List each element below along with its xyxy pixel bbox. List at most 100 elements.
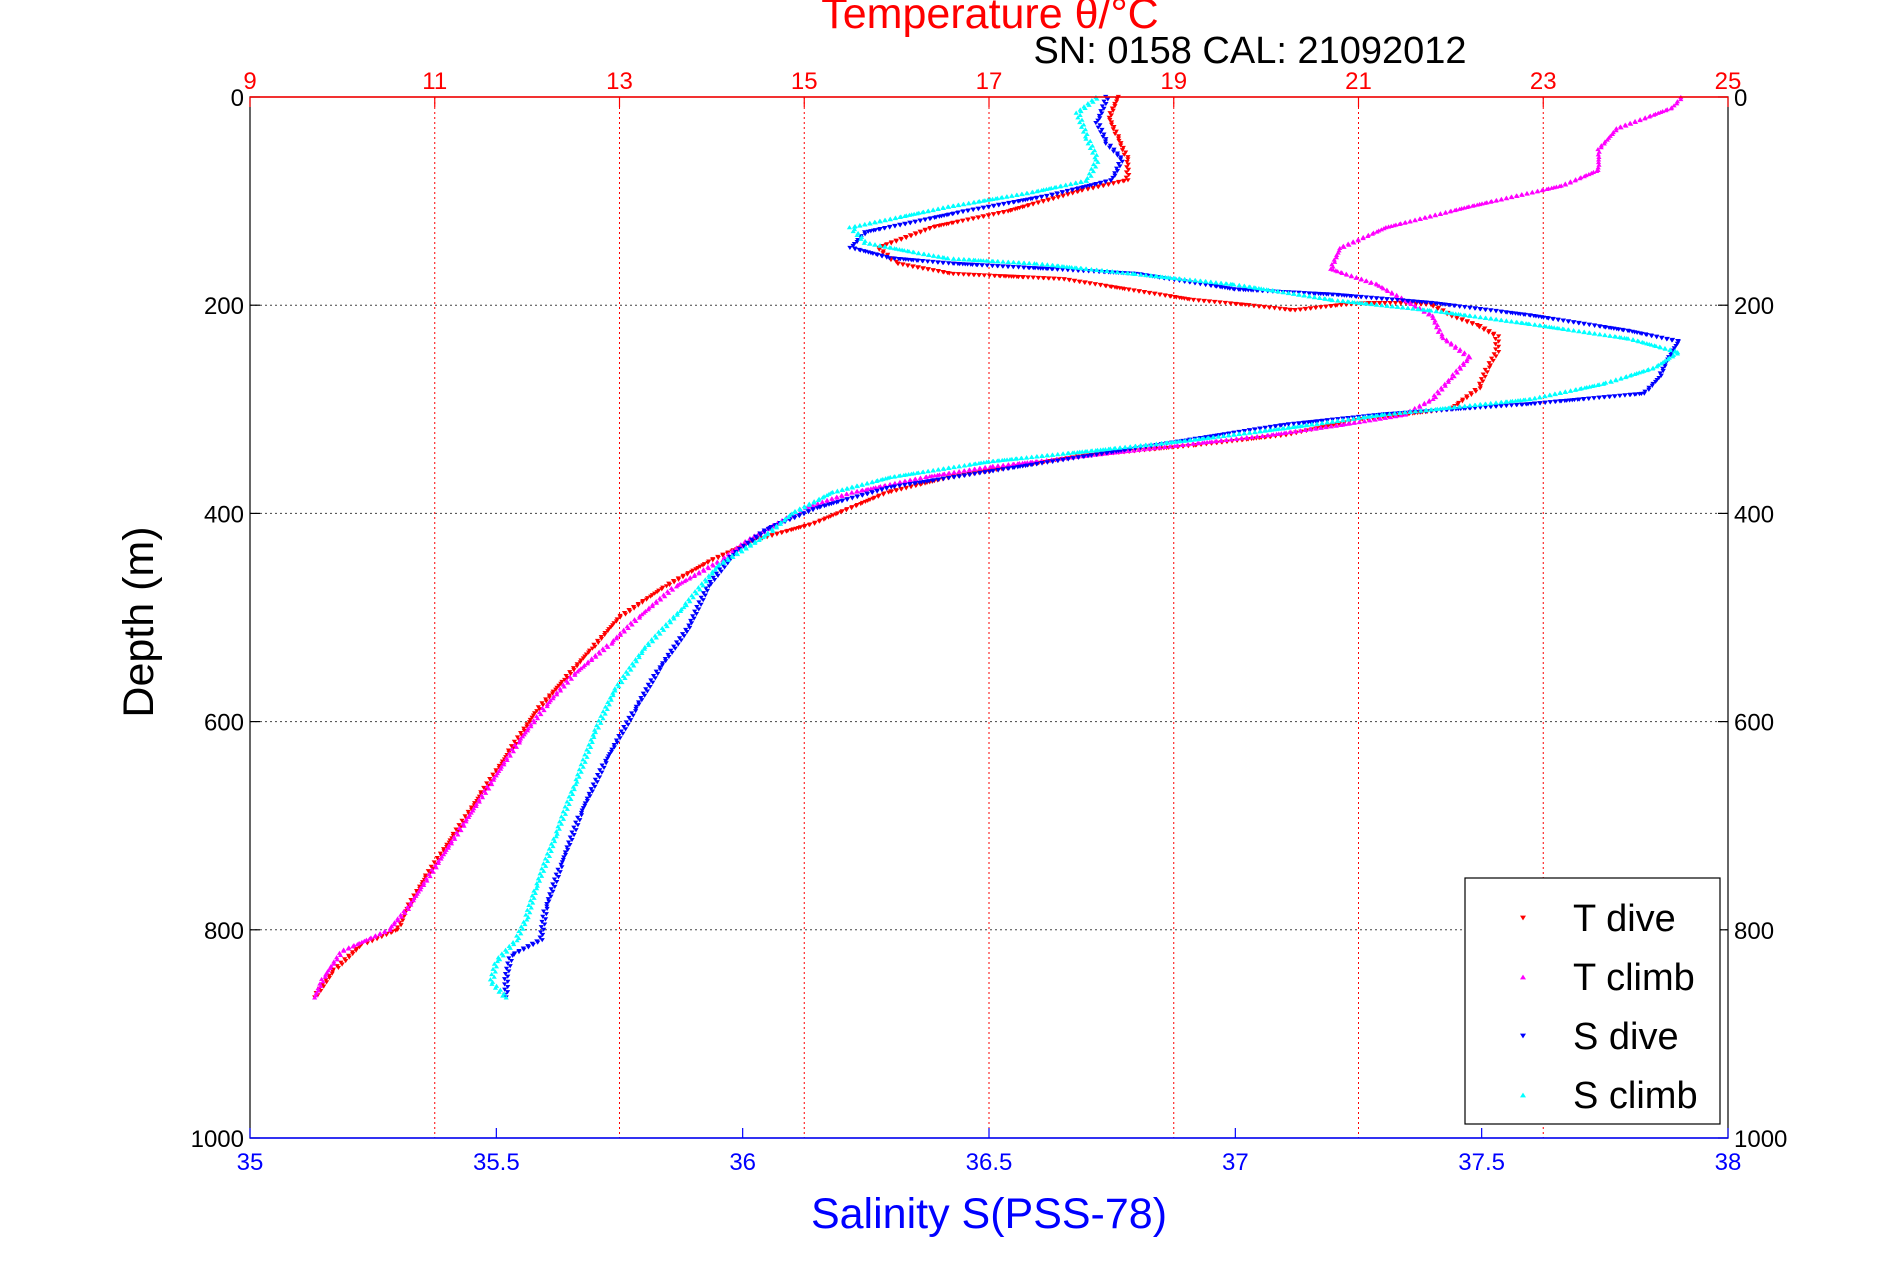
data-point [865, 498, 871, 503]
data-point [986, 213, 992, 218]
data-point [538, 930, 544, 935]
data-point [550, 694, 557, 699]
data-point [1034, 261, 1040, 266]
data-point [312, 995, 318, 1000]
data-point [395, 918, 401, 923]
data-point [811, 500, 817, 505]
data-point [542, 917, 549, 922]
data-point [1266, 305, 1272, 310]
data-point [587, 794, 593, 799]
data-point [1303, 427, 1309, 433]
data-point [578, 762, 584, 767]
data-point [1496, 334, 1502, 339]
data-point [1122, 445, 1128, 450]
data-point [1154, 274, 1160, 279]
data-point [1602, 332, 1608, 338]
data-point [793, 510, 799, 515]
data-point [886, 256, 893, 261]
data-point [1493, 198, 1499, 203]
data-point [1120, 270, 1126, 275]
data-point [1097, 123, 1103, 128]
data-point [320, 979, 326, 984]
data-point [589, 646, 596, 651]
data-point [671, 644, 677, 649]
data-point [1597, 324, 1603, 329]
data-point [511, 739, 518, 744]
data-point [1044, 262, 1051, 267]
data-point [544, 701, 550, 707]
data-point [1228, 437, 1235, 442]
data-point [936, 467, 942, 472]
data-point [777, 521, 784, 526]
data-point [1247, 284, 1253, 289]
data-point [1015, 461, 1021, 466]
data-point [647, 685, 653, 690]
data-point [1462, 403, 1468, 409]
data-point [1065, 457, 1071, 462]
data-point [834, 495, 841, 500]
data-point [1148, 273, 1155, 278]
data-point [1020, 275, 1026, 280]
data-point [915, 251, 922, 256]
data-point [1077, 112, 1083, 118]
data-point [1482, 315, 1488, 320]
data-point [1477, 307, 1483, 312]
data-point [504, 949, 510, 954]
data-point [575, 815, 581, 820]
data-point [1644, 367, 1650, 373]
data-point [1451, 405, 1457, 410]
data-point [516, 740, 523, 745]
data-point [590, 732, 596, 737]
data-point [596, 775, 603, 780]
data-point [666, 590, 672, 595]
data-point [1613, 378, 1619, 383]
data-point [1595, 152, 1601, 157]
data-point [1086, 102, 1092, 107]
data-point [653, 598, 659, 604]
data-point [1273, 431, 1280, 436]
data-point [561, 684, 567, 689]
data-point [1049, 193, 1055, 198]
data-point [1247, 428, 1253, 433]
data-point [1070, 456, 1076, 461]
data-point [491, 961, 498, 966]
data-point [992, 273, 998, 279]
data-point [1668, 106, 1674, 111]
data-point [1429, 301, 1435, 306]
data-point [1074, 449, 1080, 455]
data-point [715, 573, 721, 578]
data-point [1334, 303, 1340, 308]
data-point [1114, 97, 1120, 102]
data-point [1482, 367, 1488, 373]
data-point [1325, 292, 1331, 297]
data-point [1389, 304, 1395, 309]
data-point [1582, 385, 1588, 390]
data-point [320, 982, 326, 987]
data-point [1077, 119, 1083, 125]
data-point [553, 834, 559, 839]
data-point [1168, 440, 1174, 445]
data-point [1045, 266, 1051, 272]
data-point [1119, 159, 1125, 164]
data-point [709, 571, 715, 576]
data-point [582, 803, 588, 808]
y-tick-label-right: 0 [1734, 85, 1747, 112]
data-point [1141, 290, 1147, 295]
data-point [1667, 347, 1673, 353]
data-point [1019, 460, 1026, 465]
data-point [631, 606, 637, 611]
data-point [422, 873, 429, 878]
data-point [1613, 128, 1619, 133]
data-point [1019, 192, 1025, 197]
data-point [1393, 301, 1399, 306]
data-point [1133, 443, 1139, 449]
data-point [1021, 265, 1027, 270]
data-point [589, 789, 596, 794]
data-point [611, 743, 617, 748]
data-point [1363, 279, 1369, 284]
data-point [990, 212, 997, 217]
data-point [487, 777, 493, 782]
data-point [534, 709, 540, 714]
data-point [931, 225, 937, 230]
data-point [1197, 278, 1203, 283]
